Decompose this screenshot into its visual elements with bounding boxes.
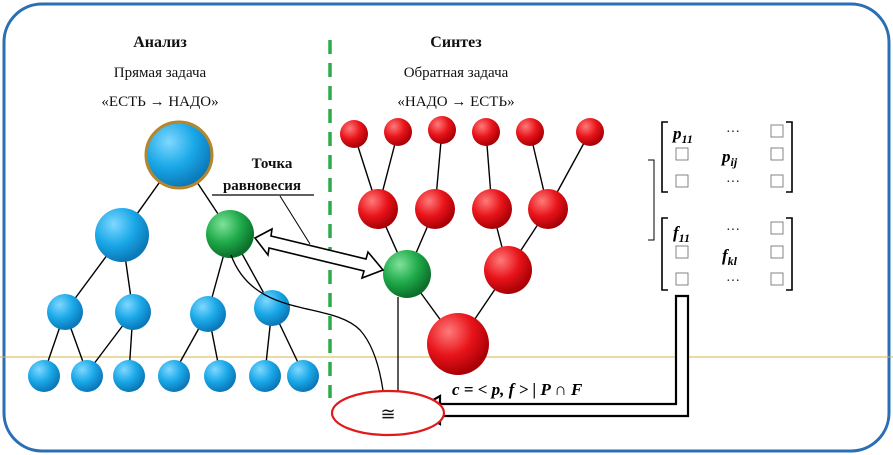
matrix-p-bottom-dots: ···	[726, 175, 740, 190]
analysis-leaf-node	[113, 360, 145, 392]
analysis-leaf-node	[249, 360, 281, 392]
equilibrium-label-line2: равновесия	[223, 178, 301, 194]
synthesis-equilibrium-node	[383, 250, 431, 298]
equilibrium-double-arrow	[253, 227, 385, 280]
analysis-leaf-node	[28, 360, 60, 392]
matrix-placeholder-boxes	[675, 124, 784, 286]
synthesis-leaf-node	[340, 120, 368, 148]
analysis-node	[115, 294, 151, 330]
analysis-node	[95, 208, 149, 262]
matrix-p-center: pij	[720, 147, 738, 169]
analysis-node	[254, 290, 290, 326]
synthesis-tree-edges	[353, 129, 591, 345]
synthesis-node	[358, 189, 398, 229]
matrix-f-center: fkl	[722, 246, 738, 268]
analysis-leaf-node	[158, 360, 190, 392]
matrix-brace	[648, 159, 655, 241]
synthesis-leaf-node	[384, 118, 412, 146]
matrix-f-bottom-dots: ···	[726, 274, 740, 289]
label-pointer	[279, 195, 311, 245]
analysis-node	[47, 294, 83, 330]
synthesis-formula: «НАДО → ЕСТЬ»	[397, 94, 514, 110]
synthesis-leaf-node	[428, 116, 456, 144]
curved-arrow-from-analysis	[230, 254, 389, 409]
synthesis-node	[484, 246, 532, 294]
analysis-tree-nodes	[28, 120, 319, 392]
synthesis-leaf-node	[472, 118, 500, 146]
matrix-p-top-left: p11	[671, 124, 693, 146]
synthesis-title: Синтез	[430, 34, 482, 51]
matrix-f-top-dots: ···	[726, 223, 740, 238]
result-symbol: ≅	[380, 404, 395, 424]
analysis-leaf-node	[71, 360, 103, 392]
synthesis-node	[472, 189, 512, 229]
matrix-p-top-dots: ···	[726, 125, 740, 140]
synthesis-leaf-node	[576, 118, 604, 146]
composition-formula: c = < p, f > | P ∩ F	[452, 380, 583, 399]
analysis-leaf-node	[287, 360, 319, 392]
synthesis-subtitle: Обратная задача	[404, 65, 509, 81]
result-ellipse	[330, 389, 446, 437]
analysis-leaf-node	[204, 360, 236, 392]
analysis-title: Анализ	[133, 34, 187, 51]
matrix-f-top-left: f11	[673, 223, 690, 245]
analysis-root-node	[144, 120, 214, 190]
equilibrium-node	[206, 210, 254, 258]
synthesis-root-node	[427, 313, 489, 375]
analysis-subtitle: Прямая задача	[114, 65, 207, 81]
matrix-p	[661, 121, 793, 193]
analysis-formula: «ЕСТЬ → НАДО»	[101, 94, 218, 110]
synthesis-leaf-node	[516, 118, 544, 146]
matrix-f	[661, 217, 793, 291]
equilibrium-label-line1: Точка	[252, 156, 293, 172]
synthesis-tree-nodes	[340, 116, 604, 375]
synthesis-node	[415, 189, 455, 229]
analysis-node	[190, 296, 226, 332]
synthesis-node	[528, 189, 568, 229]
